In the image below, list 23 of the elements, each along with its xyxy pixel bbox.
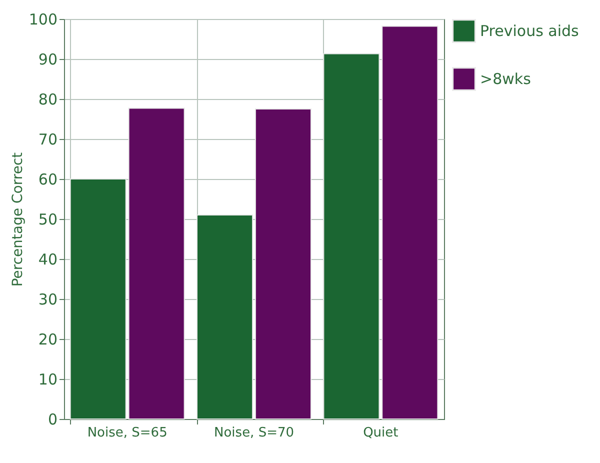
y-tick-label: 100: [28, 10, 58, 28]
bar: [128, 108, 185, 420]
y-tick-label: 20: [38, 330, 58, 348]
legend-label: >8wks: [480, 70, 532, 88]
y-tick-label: 60: [38, 170, 58, 188]
bar: [196, 214, 254, 420]
y-tick-label: 70: [38, 130, 58, 148]
y-tick-label: 10: [38, 370, 58, 388]
bar: [254, 108, 312, 420]
y-tick-label: 80: [38, 90, 58, 108]
y-tick-label: 0: [48, 410, 58, 428]
bar: [70, 178, 126, 420]
y-tick-label: 30: [38, 290, 58, 308]
x-tick-label: Noise, S=65: [87, 426, 168, 440]
y-tick-label: 40: [38, 250, 58, 268]
y-axis-title: Percentage Correct: [10, 152, 26, 287]
bar: [323, 53, 380, 420]
legend-label: Previous aids: [480, 22, 580, 40]
y-tick-label: 90: [38, 50, 58, 68]
x-tick-label: Quiet: [363, 426, 398, 440]
x-tick-label: Noise, S=70: [214, 426, 294, 440]
bar: [382, 26, 438, 420]
y-tick-label: 50: [38, 210, 58, 228]
